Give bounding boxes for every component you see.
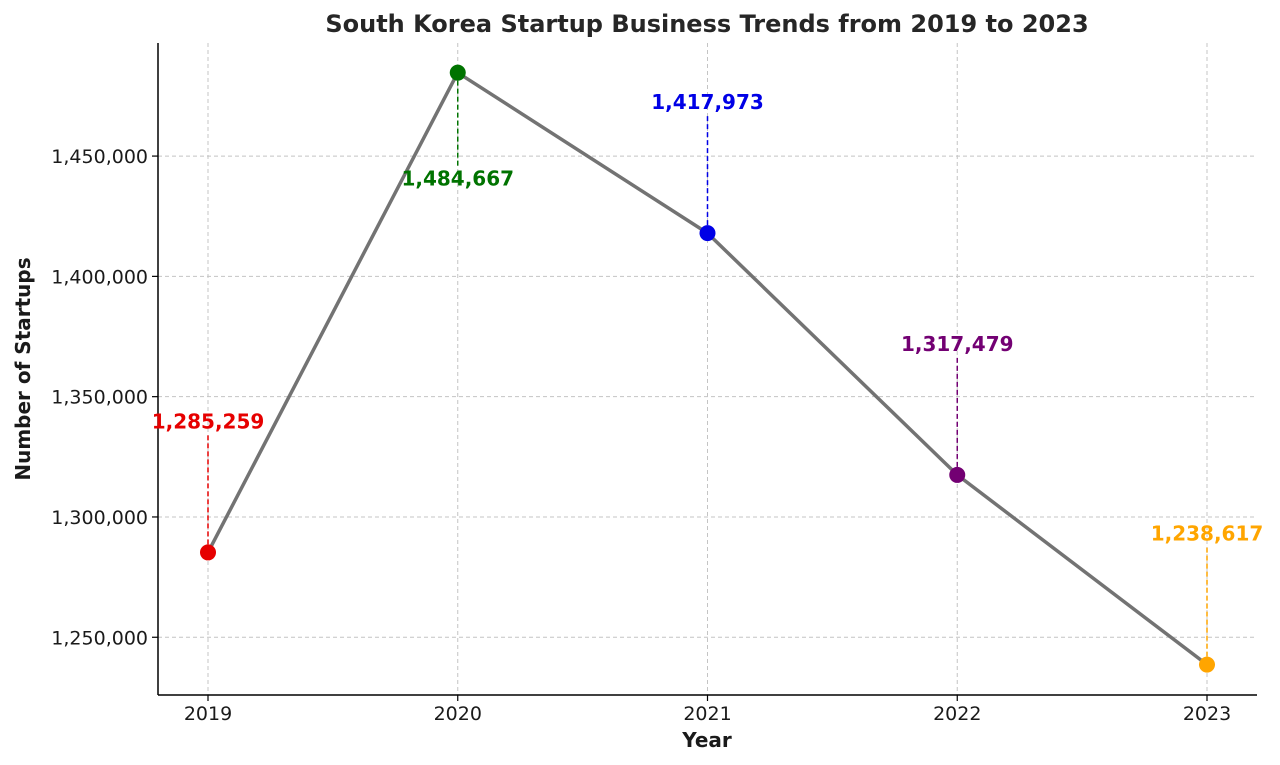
data-point bbox=[200, 544, 216, 561]
grid-lines bbox=[158, 43, 1257, 695]
y-tick-label: 1,350,000 bbox=[51, 387, 148, 409]
data-label: 1,484,667 bbox=[401, 167, 514, 191]
x-tick-label: 2023 bbox=[1183, 703, 1231, 725]
x-tick-labels: 2019 2020 2021 2022 2023 bbox=[184, 703, 1231, 725]
data-label: 1,317,479 bbox=[901, 332, 1014, 356]
y-tick-label: 1,300,000 bbox=[51, 507, 148, 529]
data-point bbox=[1199, 656, 1215, 673]
data-point bbox=[449, 64, 466, 81]
y-tick-label: 1,250,000 bbox=[51, 627, 148, 649]
data-points bbox=[200, 64, 1215, 673]
y-axis-label: Number of Startups bbox=[11, 257, 35, 480]
data-label: 1,417,973 bbox=[651, 90, 764, 114]
y-tick-label: 1,400,000 bbox=[51, 266, 148, 288]
x-tick-label: 2020 bbox=[434, 703, 482, 725]
x-tick-label: 2019 bbox=[184, 703, 232, 725]
axes bbox=[152, 43, 1257, 701]
x-axis-label: Year bbox=[681, 728, 732, 752]
data-label: 1,285,259 bbox=[152, 409, 265, 433]
data-labels: 1,285,259 1,484,667 1,417,973 1,317,479 1,23… bbox=[152, 90, 1264, 546]
data-label: 1,238,617 bbox=[1151, 522, 1264, 546]
y-tick-labels: 1,250,000 1,300,000 1,350,000 1,400,000 1,45… bbox=[51, 146, 148, 649]
chart-title: South Korea Startup Business Trends from… bbox=[325, 10, 1088, 38]
x-tick-label: 2022 bbox=[933, 703, 981, 725]
y-tick-label: 1,450,000 bbox=[51, 146, 148, 168]
x-tick-label: 2021 bbox=[683, 703, 731, 725]
data-point bbox=[699, 225, 716, 242]
label-stems bbox=[207, 72, 1208, 665]
data-point bbox=[949, 466, 966, 483]
